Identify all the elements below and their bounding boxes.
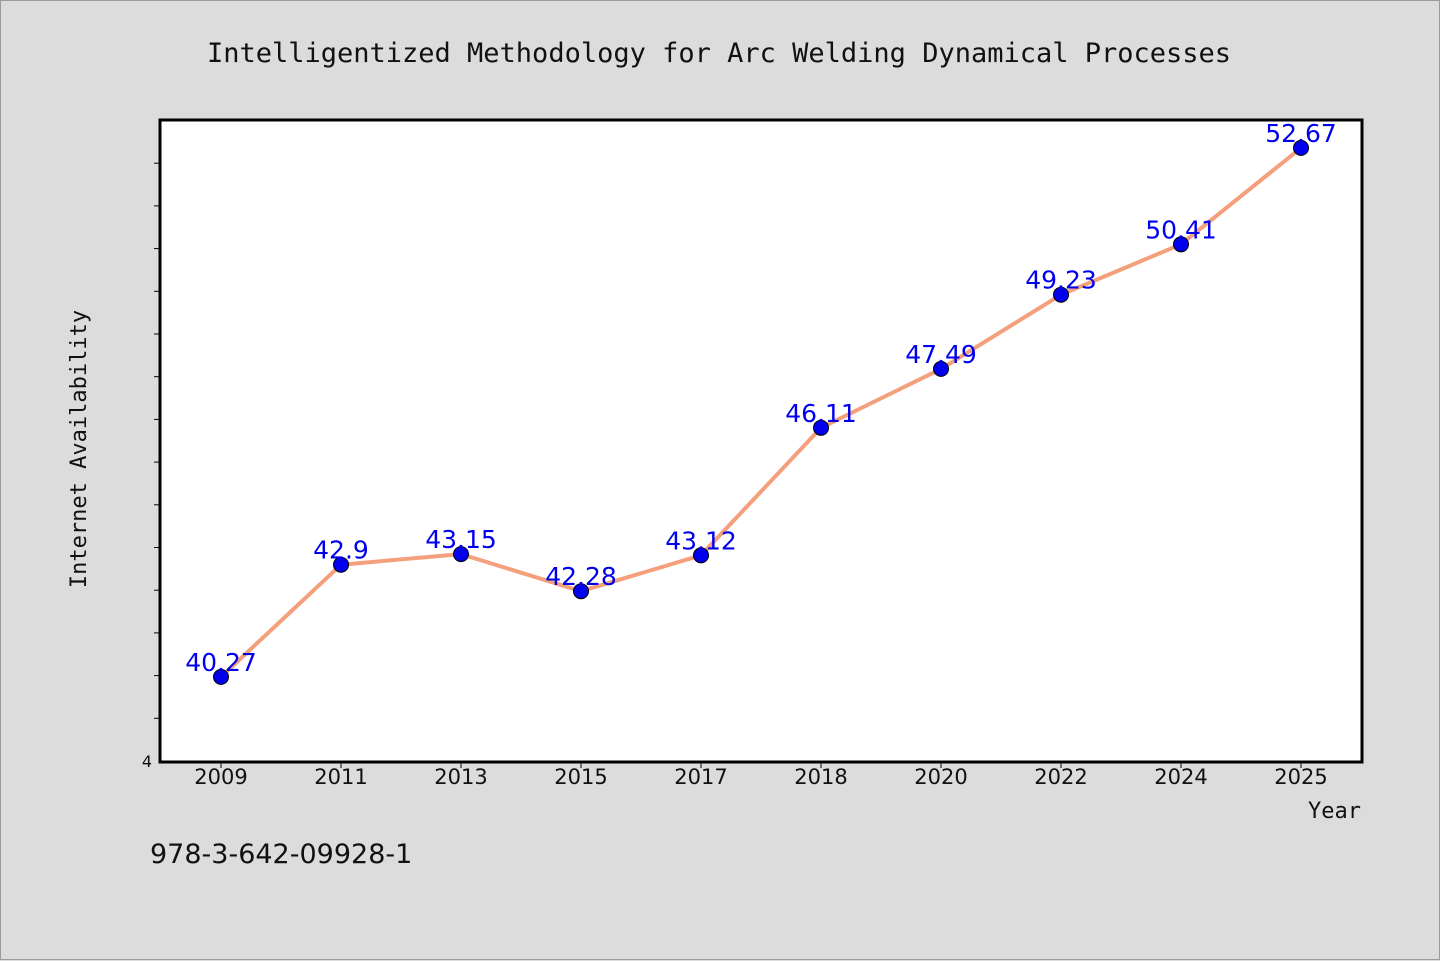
data-point xyxy=(933,360,949,377)
data-point xyxy=(1053,286,1069,303)
y-axis-label: Internet Availability xyxy=(67,310,92,588)
x-axis-ticks: 2009 2011 2013 2015 2017 2018 2020 2022 2024 2025 xyxy=(194,761,1328,789)
x-tick-label: 2015 xyxy=(554,765,607,789)
data-label: 52.67 xyxy=(1265,119,1337,148)
data-label: 42.9 xyxy=(313,536,369,565)
data-label: 50.41 xyxy=(1145,215,1217,244)
x-tick-label: 2017 xyxy=(674,765,727,789)
x-tick-label: 2025 xyxy=(1274,765,1327,789)
data-label: 43.12 xyxy=(665,526,737,555)
x-tick-label: 2020 xyxy=(914,765,967,789)
y-axis-ticks xyxy=(154,162,161,719)
x-tick-label: 2011 xyxy=(314,765,367,789)
footer-note: 978-3-642-09928-1 xyxy=(150,839,412,870)
x-tick-label: 2024 xyxy=(1154,765,1207,789)
x-tick-label: 2009 xyxy=(194,765,247,789)
data-point xyxy=(693,547,709,564)
data-label: 46.11 xyxy=(785,399,857,428)
data-point xyxy=(213,668,229,685)
data-label: 47.49 xyxy=(905,340,977,369)
chart-title: Intelligentized Methodology for Arc Weld… xyxy=(207,38,1231,69)
series-group: 40.27 42.9 43.15 42.28 43.12 46.11 47.49 49.23 5… xyxy=(185,119,1337,685)
data-point xyxy=(573,583,589,600)
x-tick-label: 2018 xyxy=(794,765,847,789)
data-point xyxy=(1293,139,1309,156)
x-tick-label: 2022 xyxy=(1034,765,1087,789)
x-tick-label: 2013 xyxy=(434,765,487,789)
y-tick-label: 4 xyxy=(142,752,152,771)
data-label: 43.15 xyxy=(425,525,497,554)
data-point xyxy=(1173,236,1189,253)
series-line xyxy=(219,146,1303,679)
data-point xyxy=(453,546,469,563)
plot-area xyxy=(158,118,1364,764)
data-label: 40.27 xyxy=(185,648,257,677)
data-label: 49.23 xyxy=(1025,266,1097,295)
data-point xyxy=(813,419,829,436)
x-axis-label: Year xyxy=(1308,799,1361,824)
data-label: 42.28 xyxy=(545,562,617,591)
data-point xyxy=(333,556,349,573)
